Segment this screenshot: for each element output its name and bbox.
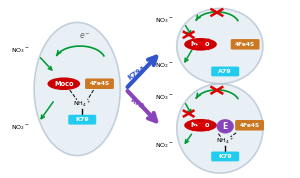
Text: 4Fe4S: 4Fe4S: [235, 42, 255, 47]
Text: e$^-$: e$^-$: [79, 32, 91, 41]
Text: Moco: Moco: [191, 41, 210, 47]
Ellipse shape: [177, 84, 263, 173]
FancyBboxPatch shape: [85, 78, 114, 89]
Text: Moco: Moco: [191, 122, 210, 128]
Text: NO$_2$$^-$: NO$_2$$^-$: [11, 123, 30, 132]
Ellipse shape: [34, 22, 120, 156]
Text: 4Fe4S: 4Fe4S: [89, 81, 110, 86]
FancyBboxPatch shape: [211, 67, 239, 76]
Text: K79: K79: [218, 154, 232, 159]
Text: A79: A79: [218, 69, 232, 74]
FancyBboxPatch shape: [235, 120, 264, 130]
Text: K79A: K79A: [126, 65, 147, 81]
Ellipse shape: [217, 119, 234, 134]
Text: E: E: [223, 122, 228, 131]
Text: K79: K79: [75, 117, 89, 122]
Text: Moco: Moco: [54, 81, 74, 87]
Text: NO$_3$$^-$: NO$_3$$^-$: [155, 93, 174, 102]
Text: K79: K79: [129, 97, 145, 111]
Text: NH$_4$$^+$: NH$_4$$^+$: [73, 99, 91, 109]
Text: NO$_2$$^-$: NO$_2$$^-$: [155, 141, 174, 150]
Ellipse shape: [184, 119, 217, 132]
FancyBboxPatch shape: [211, 151, 239, 161]
Text: 4Fe4S: 4Fe4S: [239, 123, 260, 128]
FancyBboxPatch shape: [231, 39, 260, 50]
Text: NO$_3$$^-$: NO$_3$$^-$: [155, 16, 174, 25]
Text: NO$_3$$^-$: NO$_3$$^-$: [11, 46, 30, 55]
FancyBboxPatch shape: [68, 115, 96, 125]
Text: NH$_4$$^+$: NH$_4$$^+$: [216, 136, 234, 146]
Ellipse shape: [47, 77, 80, 90]
Text: NO$_2$$^-$: NO$_2$$^-$: [155, 61, 174, 70]
Ellipse shape: [184, 38, 217, 51]
Ellipse shape: [177, 8, 263, 84]
